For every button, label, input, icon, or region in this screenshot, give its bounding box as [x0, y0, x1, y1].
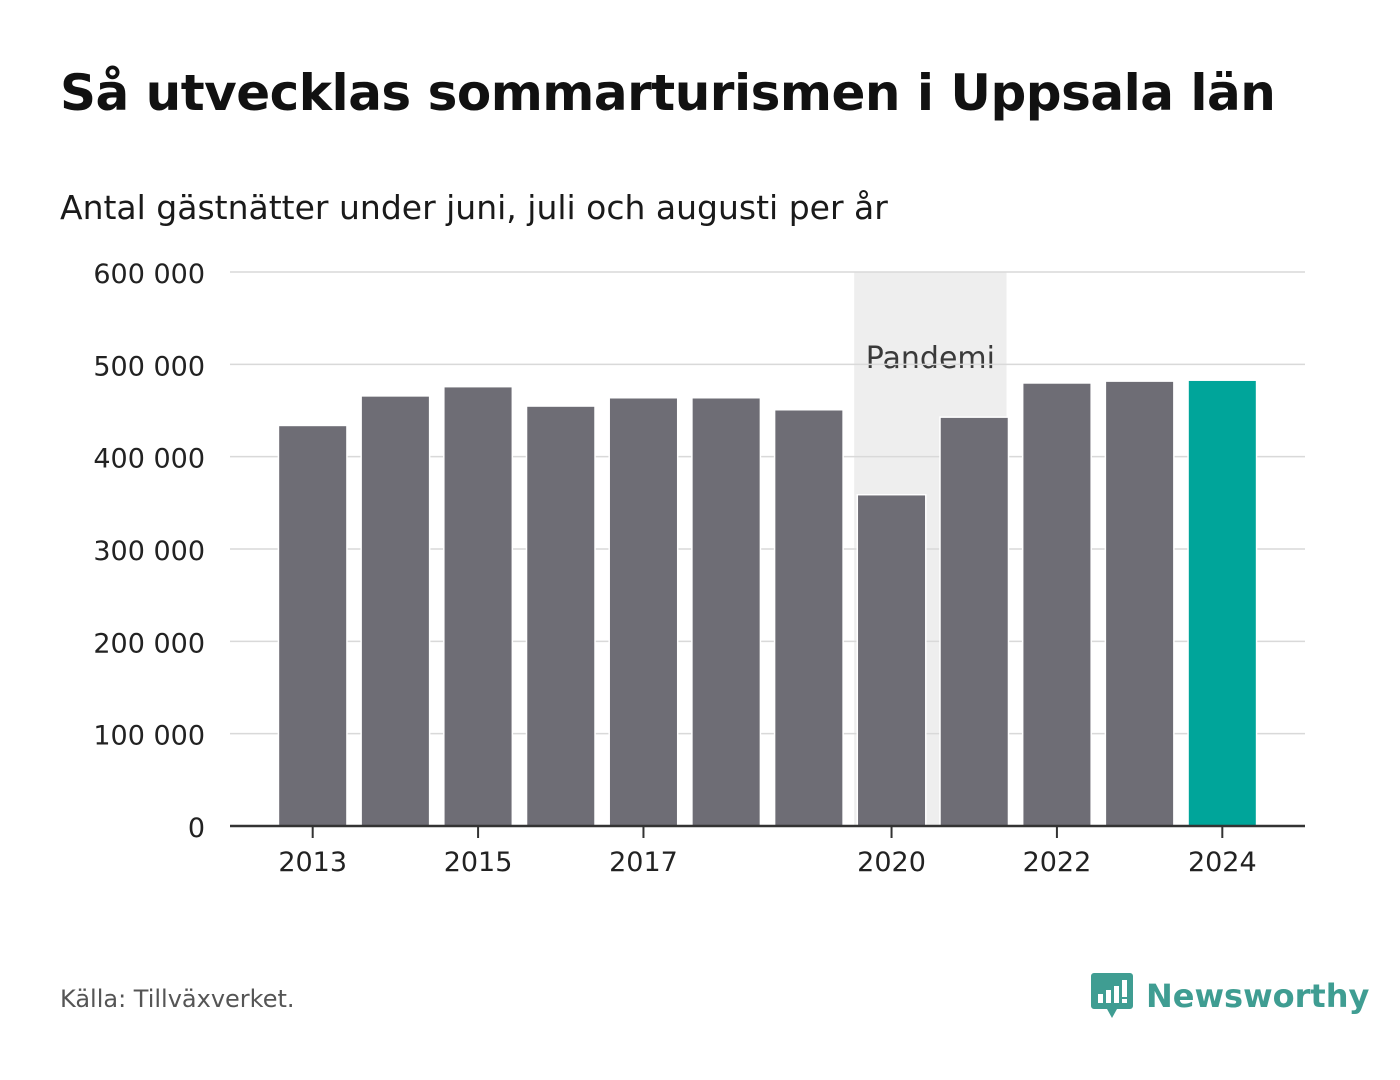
x-tick-label: 2022: [1023, 847, 1092, 878]
x-tick-label: 2024: [1188, 847, 1257, 878]
bar-2017: [608, 396, 679, 828]
y-tick-label: 200 000: [93, 628, 205, 659]
bar-2021: [939, 416, 1010, 828]
x-tick-label: 2013: [278, 847, 347, 878]
bar-2023: [1104, 380, 1175, 828]
source-note: Källa: Tillväxverket.: [60, 985, 295, 1013]
axes: 2013 2015 2017 2020 2022 2024: [230, 824, 1305, 878]
bar-2022: [1021, 382, 1092, 828]
brand-logo[interactable]: Newsworthy: [1090, 970, 1369, 1022]
bar-2015: [443, 385, 514, 828]
y-tick-label: 400 000: [93, 444, 205, 475]
x-tick-label: 2020: [857, 847, 926, 878]
x-tick-label: 2017: [609, 847, 678, 878]
bar-2020: [856, 493, 927, 828]
chart-subtitle: Antal gästnätter under juni, juli och au…: [60, 188, 888, 227]
bars: [277, 379, 1258, 828]
bar-chart-speech-bubble-icon: [1091, 973, 1133, 1018]
chart-title: Så utvecklas sommarturismen i Uppsala lä…: [60, 64, 1276, 122]
bar-2018: [691, 396, 762, 828]
y-tick-label: 100 000: [93, 721, 205, 752]
y-tick-label: 0: [188, 813, 205, 844]
bar-2014: [360, 395, 431, 828]
bar-2013: [277, 424, 348, 828]
bar-2019: [773, 409, 844, 828]
brand-name: Newsworthy: [1146, 977, 1370, 1015]
y-tick-label: 600 000: [93, 259, 205, 290]
pandemic-label: Pandemi: [866, 341, 995, 376]
y-tick-label: 500 000: [93, 351, 205, 382]
bar-2016: [525, 405, 596, 828]
y-tick-label: 300 000: [93, 536, 205, 567]
bar-2024: [1187, 379, 1258, 828]
x-tick-label: 2015: [444, 847, 513, 878]
